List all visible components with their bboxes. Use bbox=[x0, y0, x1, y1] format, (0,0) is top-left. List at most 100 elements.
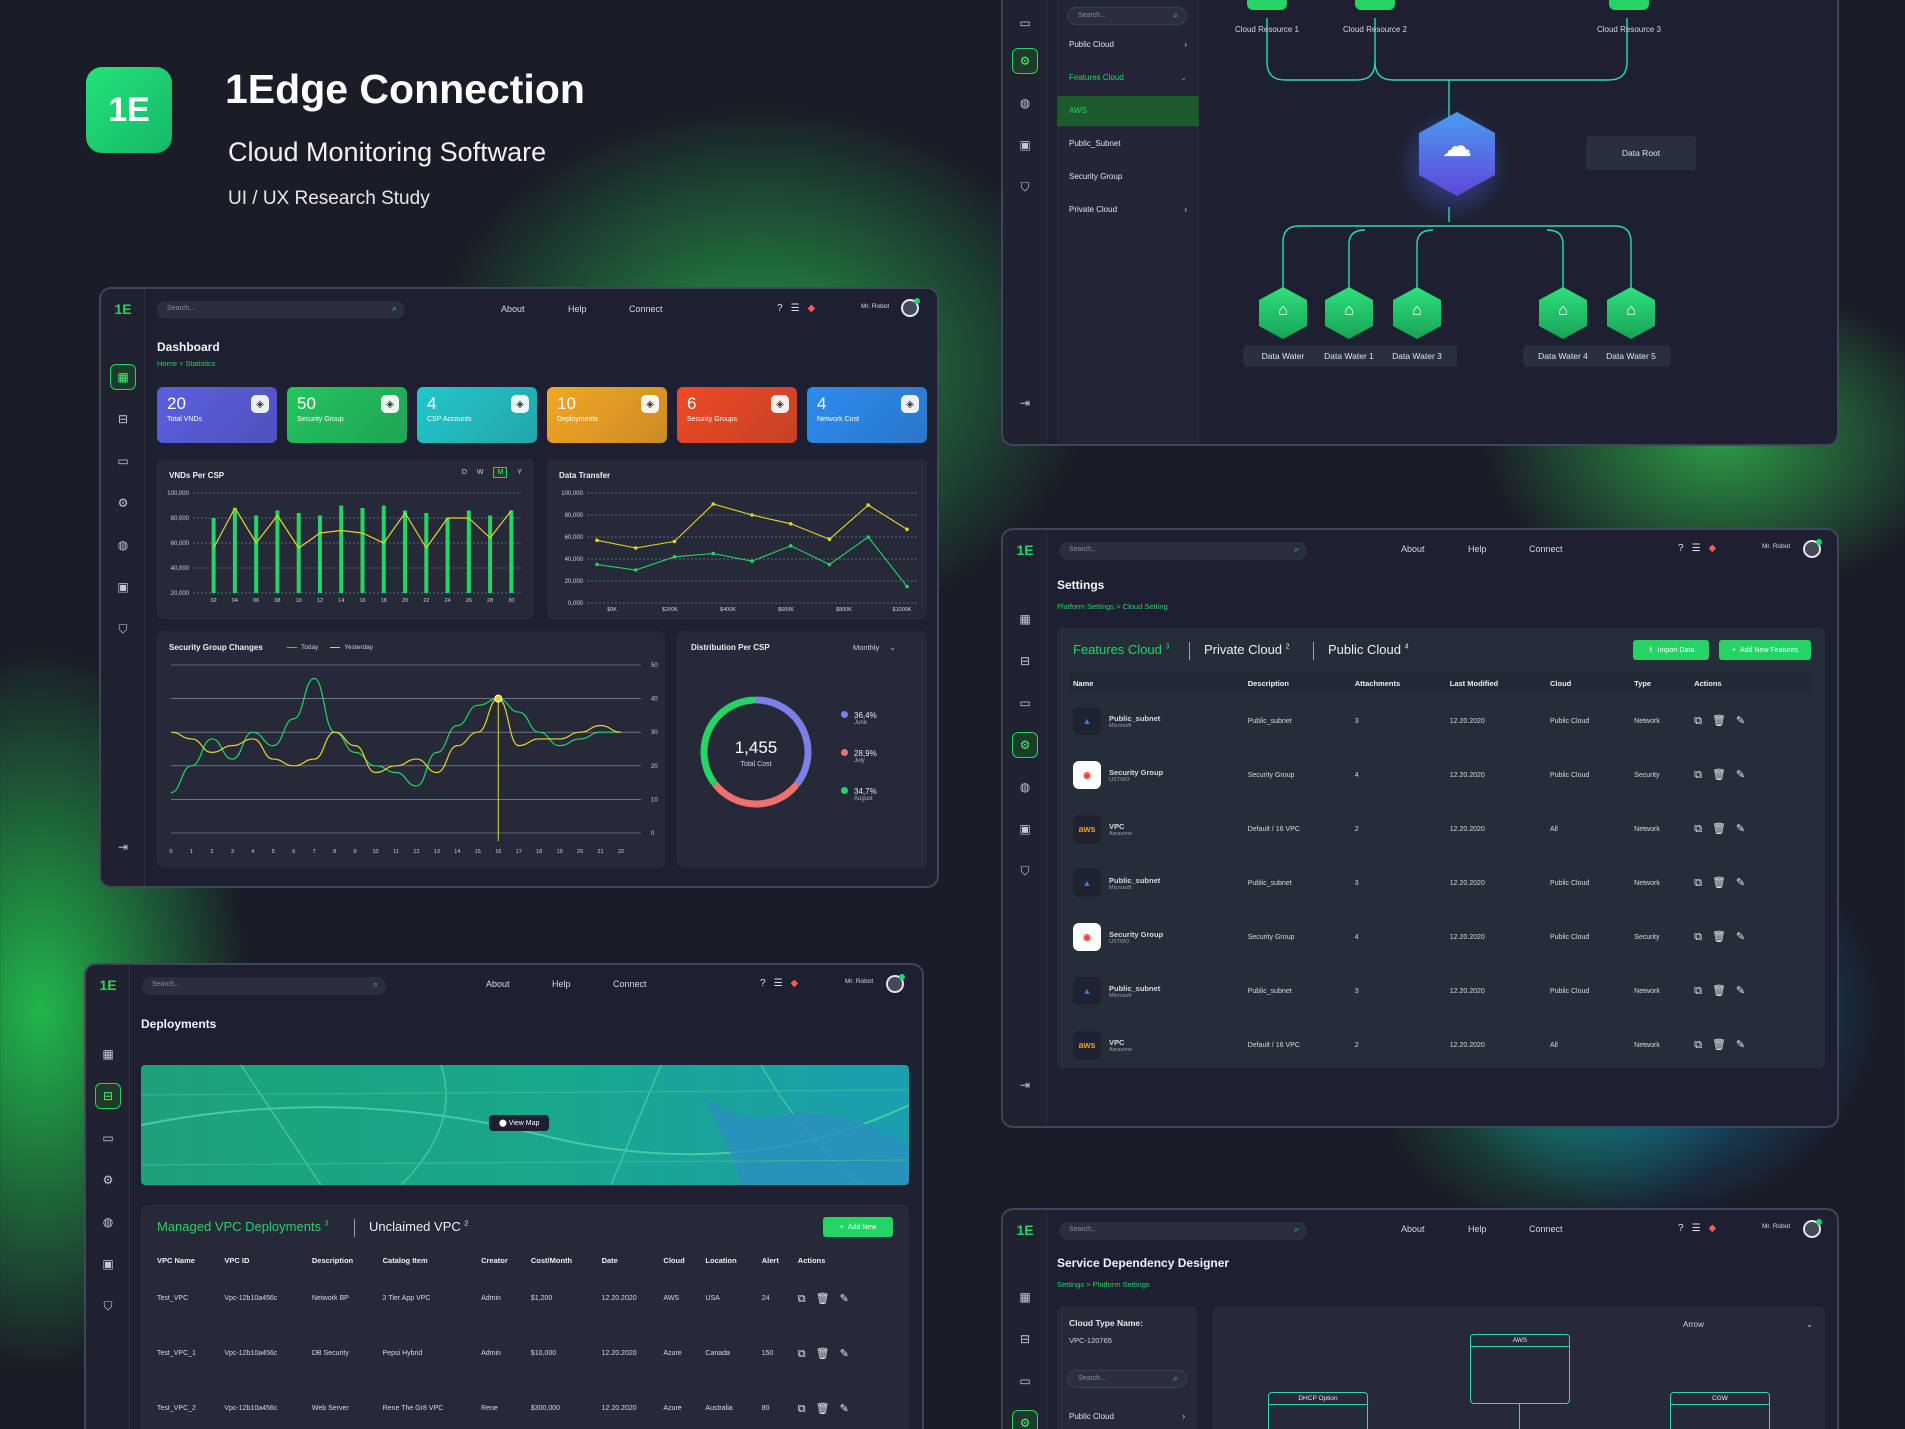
edit-icon[interactable]: ✎ bbox=[839, 1347, 849, 1360]
table-row[interactable]: ◉ Security Group USTWO Security Group 4 12.20… bbox=[1069, 748, 1813, 802]
nav-connect[interactable]: Connect bbox=[1529, 1224, 1563, 1234]
logout-icon[interactable]: ⇥ bbox=[1019, 396, 1031, 410]
trash-icon[interactable]: 🗑 bbox=[1711, 769, 1726, 781]
image-icon[interactable]: ▣ bbox=[102, 1257, 114, 1271]
trash-icon[interactable]: 🗑 bbox=[1711, 877, 1726, 889]
mouse-icon[interactable]: ◍ bbox=[1019, 780, 1031, 794]
nav-help[interactable]: Help bbox=[1468, 1224, 1487, 1234]
card-icon[interactable]: ▭ bbox=[1019, 1374, 1031, 1388]
trash-icon[interactable]: 🗑 bbox=[1711, 985, 1726, 997]
copy-icon[interactable]: ⧉ bbox=[1694, 931, 1702, 943]
tree-item[interactable]: Public_Subnet bbox=[1057, 129, 1199, 159]
tree-item[interactable]: Private Cloud › bbox=[1057, 195, 1199, 225]
avatar[interactable] bbox=[1803, 1219, 1822, 1238]
database-icon[interactable]: ☰ bbox=[1691, 1223, 1701, 1234]
nav-help[interactable]: Help bbox=[568, 304, 587, 314]
dashboard-icon[interactable]: ▦ bbox=[1019, 1290, 1031, 1304]
logout-icon[interactable]: ⇥ bbox=[117, 840, 129, 854]
nav-help[interactable]: Help bbox=[552, 979, 571, 989]
help-icon[interactable]: ? bbox=[1678, 543, 1684, 554]
nav-about[interactable]: About bbox=[486, 979, 510, 989]
copy-icon[interactable]: ⧉ bbox=[1694, 715, 1702, 727]
inbox-icon[interactable]: ⊟ bbox=[1019, 654, 1031, 668]
tab-managed-vpc[interactable]: Managed VPC Deployments 3 bbox=[157, 1219, 329, 1234]
database-icon[interactable]: ☰ bbox=[790, 303, 800, 314]
breadcrumb[interactable]: Platform Settings > Cloud Setting bbox=[1057, 602, 1168, 611]
gear-icon[interactable]: ⚙ bbox=[117, 496, 129, 510]
copy-icon[interactable]: ⧉ bbox=[797, 1347, 806, 1360]
gear-icon[interactable]: ⚙ bbox=[102, 1173, 114, 1187]
edit-icon[interactable]: ✎ bbox=[1735, 985, 1746, 997]
kpi-card[interactable]: 10 Deployments ◈ bbox=[547, 387, 667, 443]
edit-icon[interactable]: ✎ bbox=[1735, 823, 1746, 835]
inbox-icon[interactable]: ⊟ bbox=[95, 1083, 121, 1109]
mouse-icon[interactable]: ◍ bbox=[117, 538, 129, 552]
gear-icon[interactable]: ⚙ bbox=[1012, 732, 1038, 758]
range-d[interactable]: D bbox=[461, 469, 467, 476]
edit-icon[interactable]: ✎ bbox=[1735, 1039, 1746, 1051]
edit-icon[interactable]: ✎ bbox=[1735, 877, 1746, 889]
help-icon[interactable]: ? bbox=[1678, 1223, 1684, 1234]
card-icon[interactable]: ▭ bbox=[1019, 16, 1031, 30]
tree-search-input[interactable]: Search... ⌕ bbox=[1067, 7, 1187, 25]
kpi-card[interactable]: 20 Total VNDs ◈ bbox=[157, 387, 277, 443]
search-input[interactable]: Search... ⌕ bbox=[157, 301, 405, 319]
view-map-button[interactable]: ⬤ View Map bbox=[489, 1115, 550, 1131]
tab-features-cloud[interactable]: Features Cloud 3 bbox=[1073, 642, 1169, 657]
card-icon[interactable]: ▭ bbox=[102, 1131, 114, 1145]
table-row[interactable]: aws VPC Amazone Default / 16 VPC 2 12.20.2020… bbox=[1069, 1018, 1813, 1072]
tree-item[interactable]: Public Cloud › bbox=[1057, 30, 1199, 60]
edit-icon[interactable]: ✎ bbox=[839, 1292, 849, 1305]
nav-connect[interactable]: Connect bbox=[613, 979, 647, 989]
nav-help[interactable]: Help bbox=[1468, 544, 1487, 554]
mouse-icon[interactable]: ◍ bbox=[102, 1215, 114, 1229]
range-w[interactable]: W bbox=[476, 469, 484, 476]
breadcrumb[interactable]: Settings > Platform Settings bbox=[1057, 1280, 1150, 1289]
image-icon[interactable]: ▣ bbox=[117, 580, 129, 594]
period-select[interactable]: Monthly ⌄ bbox=[853, 643, 896, 652]
edit-icon[interactable]: ✎ bbox=[1735, 769, 1746, 781]
copy-icon[interactable]: ⧉ bbox=[797, 1402, 806, 1415]
kpi-card[interactable]: 4 CSP Accounts ◈ bbox=[417, 387, 537, 443]
database-icon[interactable]: ☰ bbox=[1691, 543, 1701, 554]
trash-icon[interactable]: 🗑 bbox=[815, 1292, 830, 1305]
menu-public-cloud[interactable]: Public Cloud › bbox=[1069, 1412, 1185, 1421]
help-icon[interactable]: ? bbox=[760, 978, 766, 989]
tab-unclaimed-vpc[interactable]: Unclaimed VPC 2 bbox=[369, 1219, 468, 1234]
avatar[interactable] bbox=[886, 974, 905, 993]
card-icon[interactable]: ▭ bbox=[117, 454, 129, 468]
avatar[interactable] bbox=[1803, 539, 1822, 558]
copy-icon[interactable]: ⧉ bbox=[797, 1292, 806, 1305]
shield-icon[interactable]: ⛉ bbox=[1020, 863, 1030, 878]
image-icon[interactable]: ▣ bbox=[1019, 822, 1031, 836]
tab-private-cloud[interactable]: Private Cloud 2 bbox=[1204, 642, 1290, 657]
logout-icon[interactable]: ⇥ bbox=[1019, 1078, 1031, 1092]
box-dhcp[interactable]: DHCP Option bbox=[1268, 1392, 1368, 1429]
trash-icon[interactable]: 🗑 bbox=[815, 1402, 830, 1415]
kpi-card[interactable]: 50 Security Group ◈ bbox=[287, 387, 407, 443]
copy-icon[interactable]: ⧉ bbox=[1694, 1039, 1702, 1051]
edit-icon[interactable]: ✎ bbox=[1735, 715, 1746, 727]
tree-item[interactable]: Security Group bbox=[1057, 162, 1199, 192]
arrow-select[interactable]: Arrow ⌄ bbox=[1683, 1320, 1813, 1329]
table-row[interactable]: aws VPC Amazone Default / 16 VPC 2 12.20.2020… bbox=[1069, 802, 1813, 856]
kpi-card[interactable]: 4 Network Cost ◈ bbox=[807, 387, 927, 443]
mouse-icon[interactable]: ◍ bbox=[1019, 96, 1031, 110]
box-cgw[interactable]: CGW bbox=[1670, 1392, 1770, 1429]
designer-canvas[interactable]: Arrow ⌄ AWS DHCP Option CGW bbox=[1213, 1306, 1825, 1429]
table-row[interactable]: ◉ Security Group USTWO Security Group 4 12.20… bbox=[1069, 910, 1813, 964]
table-row[interactable]: ▲ Public_subnet Microsoft Public_subnet 3 12.… bbox=[1069, 694, 1813, 748]
tree-item[interactable]: Features Cloud ⌄ bbox=[1057, 63, 1199, 93]
nav-connect[interactable]: Connect bbox=[1529, 544, 1563, 554]
trash-icon[interactable]: 🗑 bbox=[1711, 931, 1726, 943]
bell-icon[interactable]: ◆ bbox=[790, 978, 799, 989]
inbox-icon[interactable]: ⊟ bbox=[117, 412, 129, 426]
dashboard-icon[interactable]: ▦ bbox=[110, 364, 136, 390]
trash-icon[interactable]: 🗑 bbox=[1711, 823, 1726, 835]
shield-icon[interactable]: ⛉ bbox=[103, 1298, 113, 1313]
copy-icon[interactable]: ⧉ bbox=[1694, 985, 1702, 997]
nav-about[interactable]: About bbox=[1401, 1224, 1425, 1234]
search-input[interactable]: Search... ⌕ bbox=[142, 977, 386, 995]
add-features-button[interactable]: + Add New Features bbox=[1719, 640, 1811, 660]
trash-icon[interactable]: 🗑 bbox=[1711, 715, 1726, 727]
